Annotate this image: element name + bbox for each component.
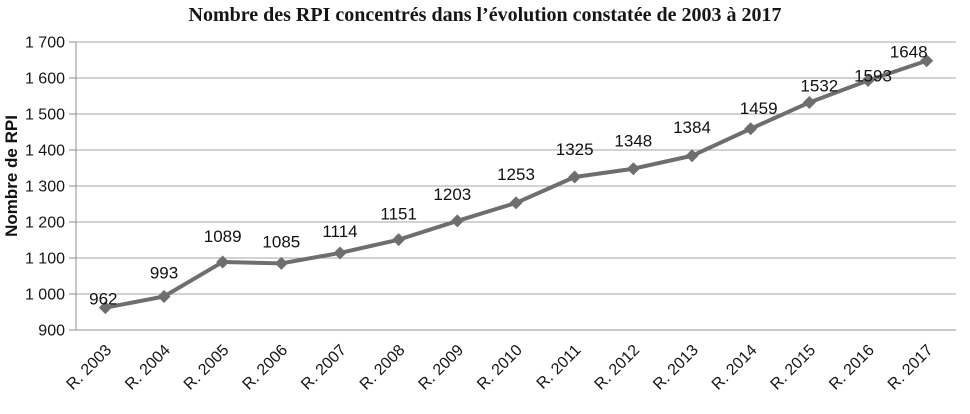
series-line xyxy=(103,58,929,310)
x-tick-label: R. 2003 xyxy=(64,342,116,394)
x-tick-label: R. 2013 xyxy=(650,342,702,394)
x-tick-label: R. 2015 xyxy=(768,342,820,394)
data-point-marker xyxy=(920,54,934,68)
axes xyxy=(69,41,956,331)
data-point-marker xyxy=(685,149,699,163)
data-label: 1203 xyxy=(433,185,471,204)
y-tick-label: 1 400 xyxy=(25,143,65,160)
data-point-marker xyxy=(274,256,288,270)
y-tick-labels: 900 1 000 1 100 1 200 1 300 1 400 1 500 1 600 1 … xyxy=(25,35,65,340)
x-tick-labels: R. 2003 R. 2004 R. 2005 R. 2006 R. 2007 R. 20… xyxy=(64,342,937,394)
chart-title: Nombre des RPI concentrés dans l’évoluti… xyxy=(188,4,782,26)
x-tick-label: R. 2010 xyxy=(474,342,526,394)
data-label: 1348 xyxy=(614,132,652,151)
data-label: 1253 xyxy=(497,165,535,184)
data-point-marker xyxy=(157,290,171,304)
y-tick-label: 1 700 xyxy=(25,35,65,52)
x-tick-label: R. 2005 xyxy=(181,342,233,394)
x-tick-label: R. 2017 xyxy=(885,342,937,394)
data-label: 962 xyxy=(89,290,117,309)
y-axis-title: Nombre de RPI xyxy=(2,115,21,237)
y-tick-label: 1 600 xyxy=(25,71,65,88)
data-label: 1325 xyxy=(556,140,594,159)
data-label: 1085 xyxy=(262,232,300,251)
data-label: 1151 xyxy=(380,205,417,224)
data-point-marker xyxy=(333,246,347,260)
y-tick-label: 1 200 xyxy=(25,215,65,232)
data-point-marker xyxy=(802,95,816,109)
x-tick-label: R. 2004 xyxy=(122,342,174,394)
data-label: 1114 xyxy=(322,222,357,241)
data-point-marker xyxy=(568,170,582,184)
data-point-marker xyxy=(626,162,640,176)
x-tick-label: R. 2012 xyxy=(592,342,644,394)
x-tick-label: R. 2006 xyxy=(240,342,292,394)
y-tick-label: 900 xyxy=(38,323,65,340)
data-label: 1648 xyxy=(890,43,928,62)
data-label: 1532 xyxy=(800,76,838,95)
data-point-marker xyxy=(98,301,112,315)
data-point-marker xyxy=(744,122,758,136)
x-tick-label: R. 2014 xyxy=(709,342,761,394)
y-tick-label: 1 500 xyxy=(25,107,65,124)
data-label: 1384 xyxy=(673,118,711,137)
x-tick-label: R. 2016 xyxy=(826,342,878,394)
data-point-marker xyxy=(509,196,523,210)
x-tick-label: R. 2007 xyxy=(298,342,350,394)
data-label: 1459 xyxy=(740,99,778,118)
y-tick-label: 1 000 xyxy=(25,287,65,304)
x-tick-label: R. 2009 xyxy=(416,342,468,394)
data-label: 993 xyxy=(150,264,178,283)
data-point-marker xyxy=(392,233,406,247)
y-tick-label: 1 100 xyxy=(25,251,65,268)
y-tick-label: 1 300 xyxy=(25,179,65,196)
series-rpi xyxy=(98,54,934,315)
data-label: 1089 xyxy=(204,227,242,246)
data-label: 1593 xyxy=(854,67,892,86)
data-point-marker xyxy=(861,74,875,88)
x-tick-label: R. 2008 xyxy=(357,342,409,394)
x-tick-label: R. 2011 xyxy=(534,342,585,393)
data-point-marker xyxy=(450,214,464,228)
data-point-marker xyxy=(216,255,230,269)
data-labels: 962 993 1089 1085 1114 1151 1203 1253 1325 1348 13… xyxy=(89,43,927,309)
